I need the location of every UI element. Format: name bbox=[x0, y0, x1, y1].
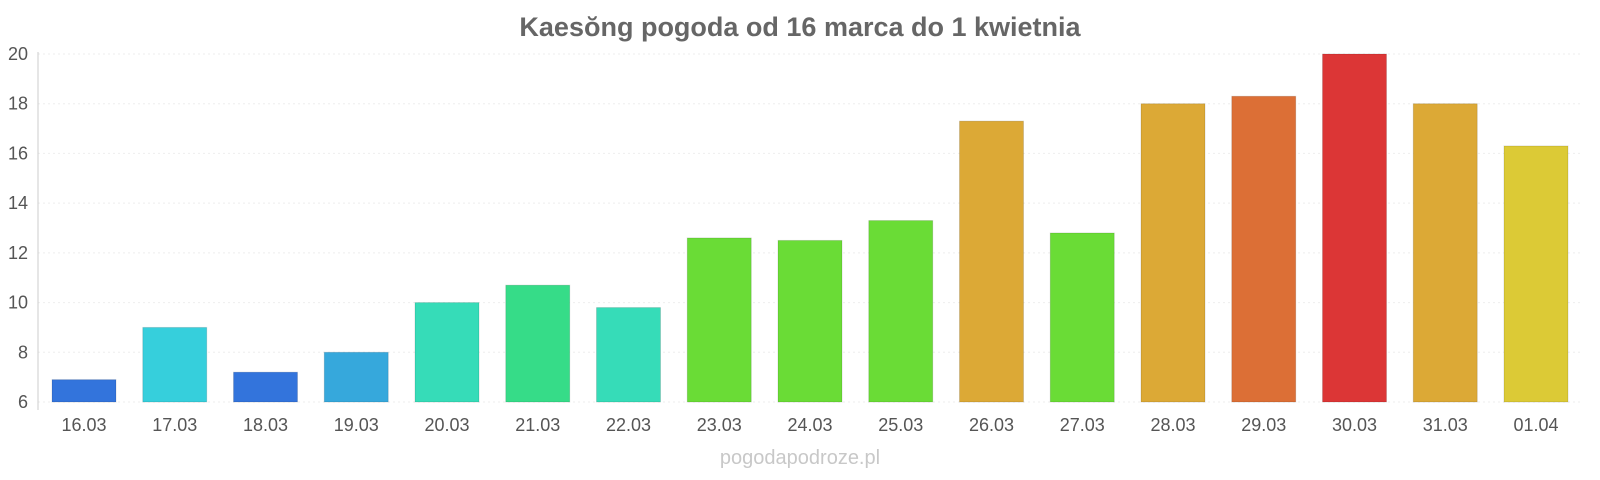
y-tick-label: 12 bbox=[8, 243, 28, 263]
x-tick-label: 01.04 bbox=[1513, 415, 1558, 435]
bar-01.04 bbox=[1503, 145, 1569, 403]
x-tick-label: 24.03 bbox=[787, 415, 832, 435]
bar-25.03 bbox=[868, 220, 934, 403]
bar-26.03 bbox=[959, 120, 1024, 403]
bar-18.03 bbox=[233, 371, 298, 403]
y-tick-label: 18 bbox=[8, 94, 28, 114]
y-tick-label: 6 bbox=[18, 392, 28, 412]
bar-22.03 bbox=[596, 307, 661, 403]
bar-29.03 bbox=[1231, 95, 1297, 403]
bar-19.03 bbox=[323, 351, 389, 403]
y-axis-ticks: 6 8 10 12 14 16 18 20 bbox=[8, 44, 28, 412]
bar-30.03 bbox=[1322, 53, 1387, 403]
x-tick-label: 19.03 bbox=[334, 415, 379, 435]
x-tick-label: 28.03 bbox=[1150, 415, 1195, 435]
x-axis-ticks: 16.03 17.03 18.03 19.03 20.03 21.03 22.03 23.03… bbox=[61, 415, 1558, 435]
bar-24.03 bbox=[777, 239, 843, 403]
bar-28.03 bbox=[1140, 103, 1206, 403]
x-tick-label: 31.03 bbox=[1423, 415, 1468, 435]
x-tick-label: 21.03 bbox=[515, 415, 560, 435]
x-tick-label: 16.03 bbox=[61, 415, 106, 435]
bar-31.03 bbox=[1412, 103, 1478, 403]
bars bbox=[51, 53, 1569, 403]
bar-17.03 bbox=[142, 326, 208, 403]
y-tick-label: 10 bbox=[8, 293, 28, 313]
bar-27.03 bbox=[1049, 232, 1115, 403]
y-tick-label: 16 bbox=[8, 143, 28, 163]
bar-16.03 bbox=[51, 379, 117, 403]
bar-21.03 bbox=[505, 284, 571, 403]
x-tick-label: 17.03 bbox=[152, 415, 197, 435]
watermark: pogodapodroze.pl bbox=[720, 447, 880, 469]
x-tick-label: 18.03 bbox=[243, 415, 288, 435]
x-tick-label: 30.03 bbox=[1332, 415, 1377, 435]
bar-23.03 bbox=[686, 237, 752, 403]
chart-title: Kaesŏng pogoda od 16 marca do 1 kwietnia bbox=[519, 12, 1081, 42]
x-tick-label: 22.03 bbox=[606, 415, 651, 435]
y-tick-label: 14 bbox=[8, 193, 28, 213]
x-tick-label: 29.03 bbox=[1241, 415, 1286, 435]
x-tick-label: 23.03 bbox=[697, 415, 742, 435]
x-tick-label: 27.03 bbox=[1060, 415, 1105, 435]
y-tick-label: 20 bbox=[8, 44, 28, 64]
bar-20.03 bbox=[414, 302, 480, 403]
x-tick-label: 20.03 bbox=[424, 415, 469, 435]
y-tick-label: 8 bbox=[18, 342, 28, 362]
x-tick-label: 25.03 bbox=[878, 415, 923, 435]
x-tick-label: 26.03 bbox=[969, 415, 1014, 435]
